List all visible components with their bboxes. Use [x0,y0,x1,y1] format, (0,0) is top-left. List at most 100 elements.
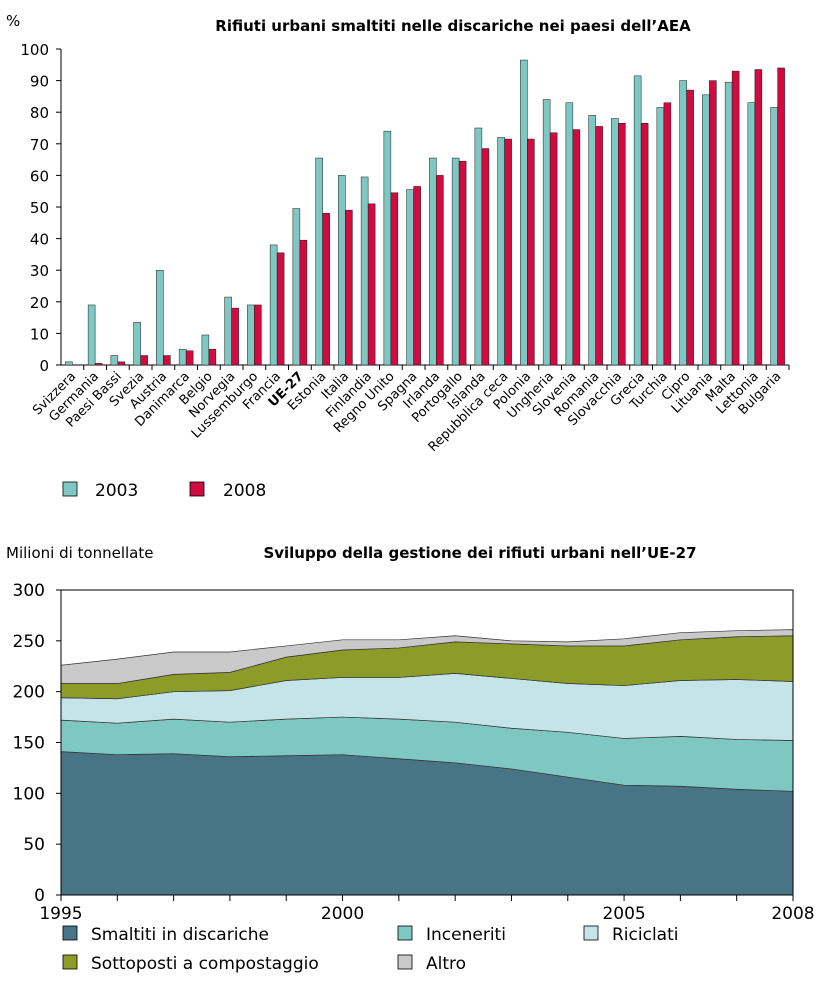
bar-2008-italia [345,209,353,366]
bar-2003-slovacchia [611,118,619,366]
chart1-y-tick-label: 60 [30,167,49,185]
chart2-y-tick-label: 300 [13,581,45,601]
chart1-y-tick-label: 0 [39,357,49,375]
legend-swatch-inceneriti [397,925,413,941]
legend-label-2003: 2003 [95,481,138,501]
bar-2008-slovacchia [618,123,626,366]
bar-2003-paesi-bassi [110,355,119,366]
bar-2008-norvegia [231,307,239,366]
bar-2008-lituania [709,80,717,366]
bar-2008-estonia [322,213,330,366]
chart1-y-tick-label: 50 [30,199,49,217]
bar-2003-romania [588,115,596,366]
chart2-y-tick-label: 50 [23,835,45,855]
bar-2008-svezia [140,355,148,366]
chart1-y-tick-label: 80 [30,104,49,122]
chart2-axes: 0 50 100 150 200 250 300 1995 2000 2005 2008 [13,581,815,924]
chart1-legend: 2003 2008 [62,481,266,501]
bar-2008-portogallo [458,160,467,366]
bar-2008-ungheria [549,132,558,366]
chart2-y-tick-label: 200 [13,683,45,703]
legend-label-altro: Altro [426,954,466,974]
legend-swatch-smaltiti-in-discariche [62,925,78,941]
bar-2008-irlanda [436,175,444,366]
bar-2008-danimarca [185,350,194,366]
bar-2003-polonia [520,59,528,366]
bar-2003-slovenia [565,102,574,366]
bar-2003-italia [338,175,346,366]
bar-2003-grecia [633,75,642,366]
bar-2008-bulgaria [777,67,785,366]
bar-2008-repubblica-ceca [504,138,512,366]
chart2-areas [60,629,794,896]
chart2-x-tick-label: 2000 [321,904,364,924]
bar-2003-ue-27 [292,208,301,366]
legend-swatch-sottoposti-a-compostaggio [62,954,78,970]
bar-2003-repubblica-ceca [497,137,505,366]
bar-2008-spagna [413,186,421,366]
chart2-y-tick-label: 0 [34,886,45,906]
bar-2003-cipro [679,80,687,366]
bar-2003-estonia [315,157,323,366]
chart1-y-tick-label: 90 [30,73,49,91]
bar-2003-lituania [702,94,710,366]
bar-2008-ue-27 [299,239,308,366]
chart1-axes: 0 10 20 30 40 50 60 70 80 90 100 [20,41,790,375]
chart2-x-tick-label: 2005 [602,904,645,924]
chart2-y-axis-label: Milioni di tonnellate [6,544,153,562]
bar-2003-regno-unito [383,130,392,366]
waste-management-area-chart: Milioni di tonnellate Sviluppo della ges… [6,544,815,974]
landfill-bar-chart: % Rifiuti urbani smaltiti nelle discaric… [6,12,790,501]
legend-swatch-2008 [189,481,205,497]
bar-2003-lussemburgo [247,304,255,366]
bar-2008-islanda [481,148,490,366]
bar-2003-belgio [201,334,210,366]
legend-swatch-2003 [62,481,78,497]
legend-label-riciclati: Riciclati [612,925,678,945]
bar-2003-lettonia [747,102,756,366]
bar-2003-bulgaria [770,107,778,366]
chart1-y-axis-label: % [6,12,20,30]
chart1-y-tick-label: 100 [20,41,49,59]
chart1-y-tick-label: 10 [30,325,49,343]
bar-2003-finlandia [360,176,369,366]
chart1-y-tick-label: 40 [30,231,49,249]
chart2-title: Sviluppo della gestione dei rifiuti urba… [263,544,696,562]
bar-2008-austria [163,355,171,366]
bar-2008-cipro [686,89,694,366]
bar-2003-spagna [406,189,414,366]
bar-2003-norvegia [224,296,232,366]
chart2-y-tick-label: 250 [13,632,45,652]
bar-2003-austria [156,269,164,366]
bar-2008-francia [276,252,285,366]
chart1-y-tick-label: 20 [30,294,49,312]
chart2-x-tick-label: 2008 [771,904,814,924]
bar-2008-turchia [663,102,672,366]
bar-2003-malta [724,81,733,366]
chart1-title: Rifiuti urbani smaltiti nelle discariche… [215,17,691,35]
bar-2008-lussemburgo [254,304,262,366]
bar-2003-turchia [656,107,665,366]
bar-2008-malta [731,70,740,366]
legend-label-inceneriti: Inceneriti [426,925,506,945]
bar-2008-slovenia [572,129,581,366]
chart2-y-tick-label: 150 [13,734,45,754]
bar-2008-romania [595,126,603,366]
chart2-x-tick-label: 1995 [39,904,82,924]
bar-2008-finlandia [367,203,376,366]
bar-2003-islanda [474,127,483,366]
legend-swatch-altro [397,954,413,970]
bar-2008-grecia [640,123,649,366]
chart1-y-tick-label: 30 [30,262,49,280]
bar-2003-svezia [133,322,141,366]
legend-label-smaltiti-in-discariche: Smaltiti in discariche [91,925,269,945]
legend-label-sottoposti-a-compostaggio: Sottoposti a compostaggio [91,954,319,974]
chart1-bars [65,59,785,366]
chart2-legend: Smaltiti in discariche Inceneriti Riciclat… [62,925,678,974]
legend-swatch-riciclati [583,925,599,941]
bar-2003-ungheria [542,99,551,366]
bar-2008-paesi-bassi [117,361,126,366]
bar-2003-danimarca [178,348,187,366]
bar-2008-germania [94,363,103,366]
